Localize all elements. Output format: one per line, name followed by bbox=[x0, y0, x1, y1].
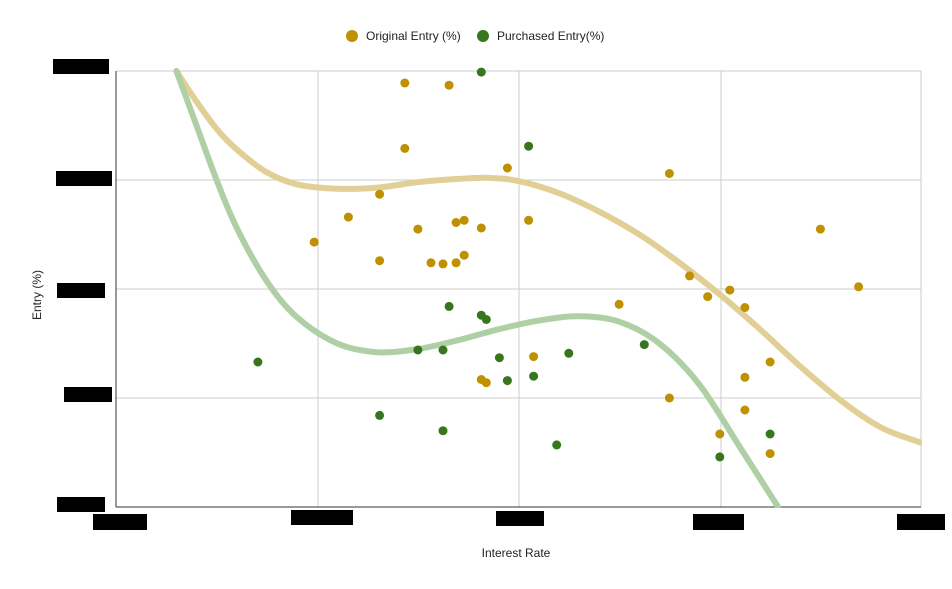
legend-label-original: Original Entry (%) bbox=[366, 29, 461, 43]
data-point-series-1[interactable] bbox=[451, 218, 461, 227]
data-point-series-2[interactable] bbox=[438, 345, 448, 355]
data-point-series-1[interactable] bbox=[765, 449, 775, 459]
data-point-series-2[interactable] bbox=[765, 429, 775, 439]
data-point-series-2[interactable] bbox=[552, 440, 562, 450]
data-point-series-2[interactable] bbox=[253, 357, 263, 367]
data-point-series-1[interactable] bbox=[815, 224, 825, 234]
data-point-series-2[interactable] bbox=[529, 371, 539, 381]
y-tick-label-redacted bbox=[57, 497, 105, 512]
data-point-series-2[interactable] bbox=[476, 67, 486, 77]
x-tick-label-redacted bbox=[897, 514, 945, 530]
x-axis-title: Interest Rate bbox=[482, 546, 551, 560]
data-point-series-2[interactable] bbox=[715, 452, 725, 462]
data-point-series-2[interactable] bbox=[413, 345, 423, 355]
data-point-series-1[interactable] bbox=[375, 256, 385, 266]
data-point-series-2[interactable] bbox=[639, 340, 649, 350]
legend-marker-original bbox=[346, 30, 358, 42]
data-point-series-1[interactable] bbox=[685, 271, 695, 281]
data-point-series-2[interactable] bbox=[502, 376, 512, 386]
data-point-series-1[interactable] bbox=[426, 258, 436, 268]
y-tick-label-redacted bbox=[57, 283, 105, 298]
data-point-series-1[interactable] bbox=[451, 258, 461, 268]
y-tick-label-redacted bbox=[56, 171, 112, 186]
data-point-series-1[interactable] bbox=[765, 357, 775, 367]
data-point-series-1[interactable] bbox=[444, 80, 454, 90]
data-point-series-1[interactable] bbox=[400, 143, 410, 153]
y-tick-label-redacted bbox=[53, 59, 109, 74]
data-point-series-1[interactable] bbox=[459, 215, 469, 225]
data-point-series-2[interactable] bbox=[524, 141, 534, 151]
data-point-series-1[interactable] bbox=[524, 215, 534, 225]
y-axis-title: Entry (%) bbox=[30, 270, 44, 320]
legend[interactable]: Original Entry (%) Purchased Entry(%) bbox=[346, 29, 604, 43]
x-tick-label-redacted bbox=[291, 510, 353, 525]
data-point-series-2[interactable] bbox=[564, 348, 574, 358]
y-tick-label-redacted bbox=[64, 387, 112, 402]
data-point-series-1[interactable] bbox=[309, 237, 319, 247]
data-point-series-1[interactable] bbox=[614, 299, 624, 309]
y-tick-labels-redacted bbox=[53, 59, 112, 512]
data-point-series-1[interactable] bbox=[438, 259, 448, 269]
data-point-series-1[interactable] bbox=[740, 405, 750, 415]
x-tick-labels-redacted bbox=[93, 510, 945, 530]
x-tick-label-redacted bbox=[496, 511, 544, 526]
x-tick-label-redacted bbox=[93, 514, 147, 530]
data-point-series-1[interactable] bbox=[529, 352, 539, 362]
data-point-series-1[interactable] bbox=[740, 303, 750, 312]
data-point-series-1[interactable] bbox=[740, 372, 750, 382]
data-point-series-2[interactable] bbox=[375, 410, 385, 420]
data-point-series-2[interactable] bbox=[481, 315, 491, 324]
data-point-series-2[interactable] bbox=[494, 353, 504, 363]
data-point-series-1[interactable] bbox=[343, 212, 353, 222]
data-point-series-1[interactable] bbox=[481, 378, 491, 388]
data-point-series-1[interactable] bbox=[664, 169, 674, 178]
trendline-series-1 bbox=[173, 68, 922, 446]
trendline-series-2 bbox=[173, 68, 782, 508]
data-point-series-2[interactable] bbox=[444, 301, 454, 311]
data-point-series-1[interactable] bbox=[502, 163, 512, 173]
data-point-series-1[interactable] bbox=[459, 250, 469, 260]
data-point-series-1[interactable] bbox=[703, 292, 713, 302]
legend-marker-purchased bbox=[477, 30, 489, 42]
data-point-series-1[interactable] bbox=[400, 78, 410, 88]
x-tick-label-redacted bbox=[693, 514, 744, 530]
data-point-series-1[interactable] bbox=[476, 223, 486, 233]
plot-area bbox=[173, 67, 922, 508]
data-point-series-1[interactable] bbox=[664, 393, 674, 403]
data-point-series-1[interactable] bbox=[725, 285, 735, 295]
data-point-series-1[interactable] bbox=[413, 224, 423, 234]
data-point-series-1[interactable] bbox=[375, 189, 385, 199]
data-point-series-1[interactable] bbox=[715, 429, 725, 439]
legend-label-purchased: Purchased Entry(%) bbox=[497, 29, 604, 43]
data-point-series-2[interactable] bbox=[438, 426, 448, 436]
gridlines bbox=[116, 70, 922, 507]
data-point-series-1[interactable] bbox=[854, 282, 864, 292]
